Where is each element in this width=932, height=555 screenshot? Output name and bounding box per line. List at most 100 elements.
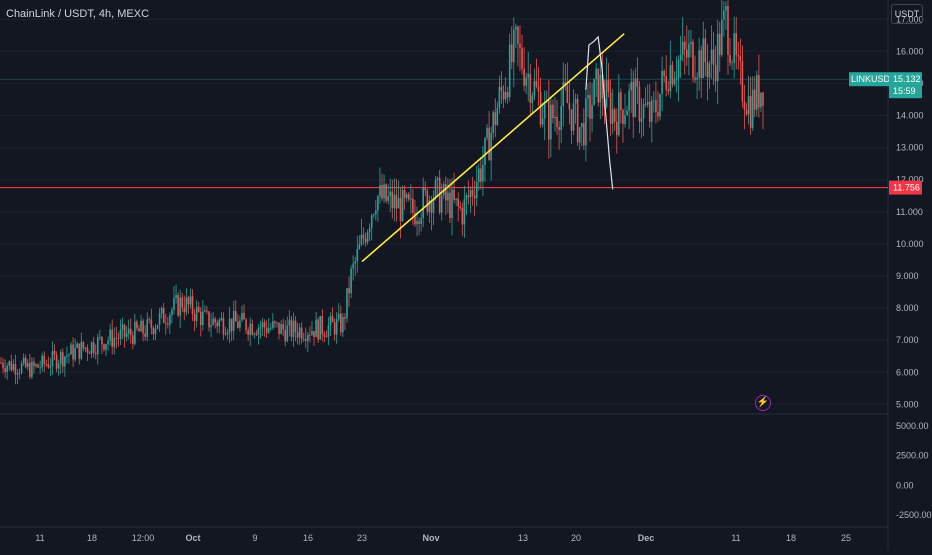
candle (364, 238, 367, 243)
candle (214, 318, 216, 323)
candle (731, 62, 733, 64)
candle (37, 364, 39, 368)
volume-tick-label: -2500.00 (896, 510, 932, 520)
candle (702, 38, 705, 78)
candle (57, 363, 60, 369)
candle (300, 327, 303, 340)
candle (35, 364, 37, 367)
trendline[interactable] (361, 33, 625, 263)
currency-button[interactable]: USDT (891, 4, 923, 24)
time-tick-label: Dec (638, 533, 655, 543)
candle (461, 207, 464, 225)
candle (416, 221, 418, 225)
candle (395, 194, 398, 209)
candle (105, 344, 107, 350)
candle (232, 311, 235, 331)
candle (762, 92, 764, 106)
candle (109, 329, 111, 341)
candle (146, 319, 149, 337)
candle (216, 322, 219, 327)
candle (669, 64, 672, 92)
time-axis[interactable]: 11 18 12:00 Oct 9 16 23 Nov 13 20 Dec 11 18 25 (35, 533, 851, 543)
candle (475, 181, 478, 199)
candle (267, 328, 270, 333)
candle (562, 82, 565, 107)
candle (292, 320, 295, 337)
candle (704, 38, 707, 63)
candle (700, 50, 703, 78)
candle (177, 294, 179, 316)
candle (123, 324, 126, 337)
symbol-title[interactable]: ChainLink / USDT, 4h, MEXC (6, 8, 150, 20)
candle (296, 332, 299, 338)
candle (399, 198, 402, 221)
candle (20, 363, 23, 373)
candle (381, 185, 383, 199)
time-tick-label: 25 (841, 533, 851, 543)
candle (502, 91, 505, 100)
candle (640, 118, 643, 122)
price-tick-label: 14.000 (896, 111, 924, 121)
candle (280, 323, 282, 335)
candle (255, 333, 258, 335)
candle (741, 60, 744, 102)
candle (420, 217, 422, 224)
candle (319, 316, 322, 340)
candle (284, 329, 287, 342)
candle (675, 78, 678, 80)
candle (327, 325, 330, 338)
candle (31, 361, 33, 377)
candle (523, 68, 525, 86)
candle (601, 74, 604, 99)
candle (315, 319, 317, 338)
candle (745, 109, 748, 115)
candle (593, 79, 595, 105)
candle (583, 123, 585, 146)
candle (725, 5, 727, 11)
candle (521, 47, 523, 69)
candle (496, 108, 499, 125)
candle (529, 73, 532, 103)
candle (568, 103, 571, 110)
projection-path[interactable] (585, 35, 614, 190)
candle (113, 337, 116, 347)
candle (309, 334, 311, 336)
candle (348, 288, 350, 294)
drawings[interactable] (361, 33, 625, 263)
candle (694, 77, 696, 80)
candle (333, 322, 336, 335)
candle (94, 352, 97, 355)
candle (125, 333, 128, 337)
candle (136, 321, 138, 329)
candle (482, 164, 484, 182)
candle (758, 75, 760, 108)
candle (187, 297, 190, 305)
candle (210, 324, 212, 328)
candle (167, 323, 169, 325)
candle (632, 81, 635, 117)
candle (272, 321, 274, 328)
candle (158, 313, 161, 326)
price-tick-label: 13.000 (896, 143, 924, 153)
candle (101, 336, 103, 345)
candle (459, 206, 462, 208)
volume-axis[interactable]: 5000.00 2500.00 0.00 -2500.00 (896, 421, 932, 520)
candle (749, 95, 752, 128)
candle (572, 103, 575, 131)
candle (230, 318, 233, 331)
candle (486, 127, 488, 138)
lightning-icon[interactable]: ⚡ (755, 395, 771, 411)
candle (500, 87, 503, 92)
candle (727, 5, 729, 55)
candle (340, 313, 342, 333)
candle (237, 321, 239, 328)
candle (426, 190, 429, 213)
candle (622, 109, 624, 125)
candle (723, 10, 725, 20)
candle (152, 327, 155, 335)
candle (70, 344, 72, 355)
candle (659, 93, 661, 117)
candle (414, 212, 416, 225)
